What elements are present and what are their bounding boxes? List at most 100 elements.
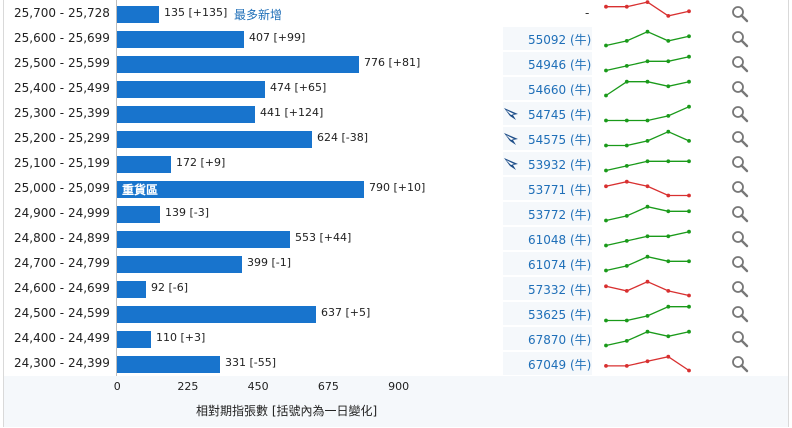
bear-value-link[interactable]: 57332 (牛) <box>528 283 592 297</box>
bar[interactable] <box>117 56 359 73</box>
annotation-label: 最多新增 <box>234 8 283 22</box>
sparkline-point <box>645 159 650 164</box>
bar[interactable] <box>117 356 220 373</box>
sparkline-point <box>687 259 691 264</box>
sparkline <box>604 329 691 348</box>
bear-value-link[interactable]: 53625 (牛) <box>528 308 592 322</box>
bear-cell-bg <box>503 302 592 325</box>
bear-cell-bg <box>503 352 592 375</box>
bear-value-link[interactable]: 53771 (牛) <box>528 183 592 197</box>
bar[interactable] <box>117 206 160 223</box>
bear-value-link[interactable]: 54575 (牛) <box>528 133 592 147</box>
bar[interactable] <box>117 106 255 123</box>
sparkline-point <box>645 118 650 123</box>
sparkline <box>604 129 691 148</box>
sparkline-line <box>606 1 690 17</box>
sparkline-point <box>645 234 650 239</box>
sparkline <box>604 229 691 248</box>
bear-value-link[interactable]: 54946 (牛) <box>528 58 592 72</box>
bar[interactable] <box>117 31 244 48</box>
sparkline-point <box>687 139 691 143</box>
search-icon[interactable] <box>730 30 750 48</box>
bar-value-label: 553 [+44] <box>295 231 352 244</box>
bar[interactable] <box>117 181 364 198</box>
search-icon[interactable] <box>730 355 750 373</box>
chart-row: 24,700 - 24,799 399 [-1] 61074 (牛) <box>4 251 788 276</box>
sparkline-point <box>687 229 691 234</box>
bar[interactable] <box>117 231 290 248</box>
sparkline-point <box>645 314 650 318</box>
price-range-label: 24,300 - 24,399 <box>14 356 110 370</box>
bear-value-link[interactable]: 54660 (牛) <box>528 83 592 97</box>
bar[interactable] <box>117 6 159 23</box>
search-icon[interactable] <box>730 280 750 298</box>
sparkline-point <box>687 368 691 373</box>
chart-row: 24,600 - 24,699 92 [-6] 57332 (牛) <box>4 276 788 301</box>
sparkline-point <box>645 279 650 284</box>
bar[interactable] <box>117 331 151 348</box>
sparkline-point <box>687 329 691 334</box>
sparkline-point <box>645 29 650 34</box>
sparkline-point <box>666 354 671 359</box>
sparkline-point <box>604 118 608 123</box>
sparkline-point <box>687 104 691 109</box>
bear-value-link[interactable]: 61074 (牛) <box>528 258 592 272</box>
chart-row: 25,100 - 25,199 172 [+9] 53932 (牛) <box>4 151 788 176</box>
bar[interactable] <box>117 131 312 148</box>
sparkline-point <box>687 159 691 164</box>
search-icon[interactable] <box>730 80 750 98</box>
sparkline-point <box>666 259 671 264</box>
bear-cell-bg <box>503 177 592 200</box>
bear-value-link[interactable]: 53772 (牛) <box>528 208 592 222</box>
bear-value-link[interactable]: 61048 (牛) <box>528 233 592 247</box>
price-range-label: 25,700 - 25,728 <box>14 6 110 20</box>
x-tick-label: 900 <box>388 380 410 393</box>
bear-value-link[interactable]: 67870 (牛) <box>528 333 592 347</box>
bear-value-link[interactable]: 55092 (牛) <box>528 33 592 47</box>
price-range-label: 25,200 - 25,299 <box>14 131 110 145</box>
sparkline-point <box>604 268 608 273</box>
price-range-label: 25,300 - 25,399 <box>14 106 110 120</box>
chart-row: 25,200 - 25,299 624 [-38] 54575 (牛) <box>4 126 788 151</box>
sparkline-point <box>624 179 629 184</box>
bar[interactable] <box>117 81 265 98</box>
price-range-label: 24,500 - 24,599 <box>14 306 110 320</box>
bear-cell-bg <box>503 152 592 175</box>
search-icon[interactable] <box>730 105 750 123</box>
sparkline-point <box>645 204 650 209</box>
bear-value-link[interactable]: 54745 (牛) <box>528 108 592 122</box>
search-icon[interactable] <box>730 155 750 173</box>
bear-value-link[interactable]: 67049 (牛) <box>528 358 592 372</box>
search-icon[interactable] <box>730 180 750 198</box>
bar[interactable] <box>117 281 146 298</box>
bird-icon <box>504 108 518 120</box>
axis-footer <box>4 376 788 427</box>
bear-value-link[interactable]: 53932 (牛) <box>528 158 592 172</box>
search-icon[interactable] <box>730 305 750 323</box>
sparkline-line <box>605 280 690 297</box>
sparkline-point <box>604 43 608 48</box>
bar[interactable] <box>117 156 171 173</box>
x-tick-label: 0 <box>113 380 121 393</box>
search-icon[interactable] <box>730 55 750 73</box>
sparkline-point <box>666 234 671 239</box>
sparkline-point <box>624 79 629 84</box>
search-icon[interactable] <box>730 205 750 223</box>
price-range-label: 24,900 - 24,999 <box>14 206 110 220</box>
sparkline-point <box>687 79 691 84</box>
search-icon[interactable] <box>730 255 750 273</box>
search-icon[interactable] <box>730 5 750 23</box>
search-icon[interactable] <box>730 230 750 248</box>
sparkline <box>604 54 691 73</box>
sparkline <box>604 279 691 298</box>
search-icon[interactable] <box>730 330 750 348</box>
search-icon[interactable] <box>730 130 750 148</box>
sparkline-point <box>624 264 629 268</box>
price-range-label: 25,400 - 25,499 <box>14 81 110 95</box>
price-range-label: 25,600 - 25,699 <box>14 31 110 45</box>
bar[interactable] <box>117 256 242 273</box>
sparkline-line <box>606 306 689 322</box>
bar[interactable] <box>117 306 316 323</box>
sparkline-line <box>605 30 690 47</box>
sparkline-point <box>645 139 650 143</box>
